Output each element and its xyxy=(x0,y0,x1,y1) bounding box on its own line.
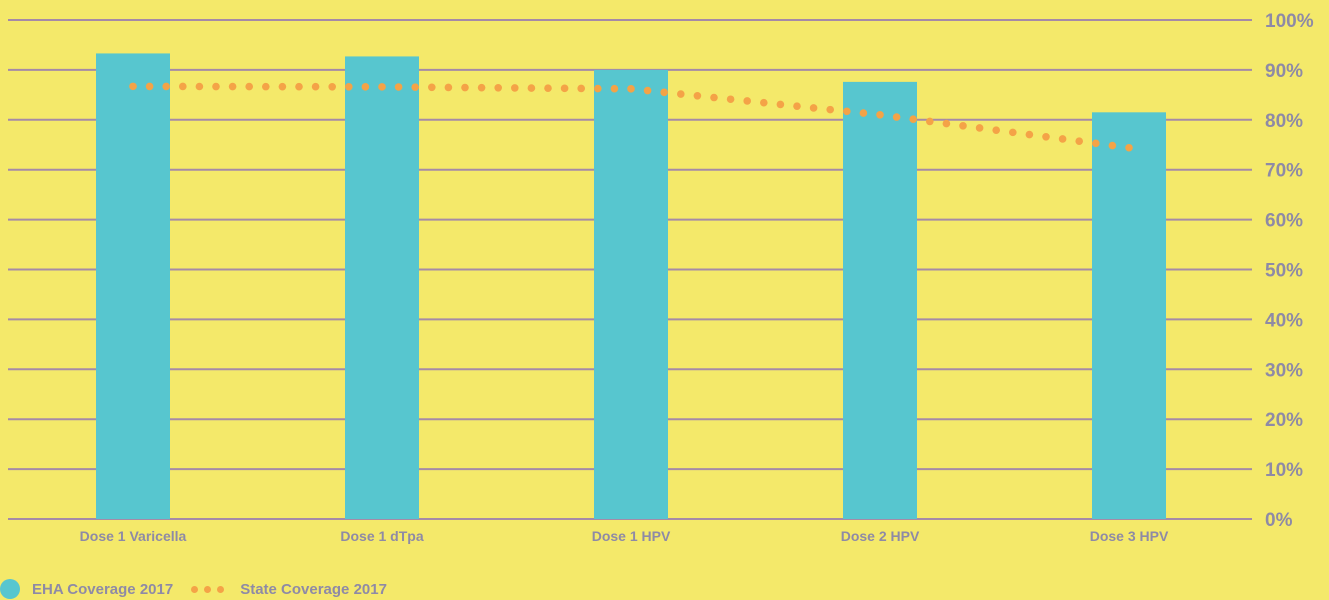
line-point xyxy=(262,82,270,91)
line-point xyxy=(228,82,237,91)
line-point xyxy=(245,82,253,91)
legend-dot xyxy=(217,585,225,593)
line-point xyxy=(477,83,486,92)
bar xyxy=(594,69,668,520)
line-point xyxy=(959,121,967,130)
bar xyxy=(345,56,419,519)
bar-series xyxy=(96,53,1166,520)
bar xyxy=(96,53,170,520)
line-point xyxy=(1125,143,1133,152)
line-point xyxy=(511,84,519,92)
legend-label-state: State Coverage 2017 xyxy=(240,580,387,598)
line-point xyxy=(992,126,1000,134)
line-point xyxy=(1025,130,1034,139)
line-point xyxy=(809,104,818,112)
y-tick-label: 50% xyxy=(1265,261,1303,282)
line-point xyxy=(527,84,536,92)
line-point xyxy=(677,90,685,98)
x-axis-ticks: Dose 1 Varicella Dose 1 dTpa Dose 1 HPV Dos… xyxy=(80,528,1169,544)
line-point xyxy=(361,83,370,91)
line-point xyxy=(1058,135,1067,143)
dotted-line-series xyxy=(129,82,1133,152)
line-point xyxy=(179,82,187,91)
legend-swatch-bar xyxy=(0,579,20,599)
line-point xyxy=(776,100,785,109)
line-point xyxy=(311,82,320,91)
y-tick-label: 70% xyxy=(1265,161,1303,182)
line-point xyxy=(394,83,403,91)
line-point xyxy=(145,82,154,91)
line-point xyxy=(793,102,801,110)
line-point xyxy=(328,82,337,91)
line-point xyxy=(461,83,469,92)
bar xyxy=(843,81,917,519)
line-point xyxy=(909,115,917,124)
y-tick-label: 30% xyxy=(1265,360,1303,381)
x-tick-label: Dose 3 HPV xyxy=(1090,528,1169,544)
line-point xyxy=(560,84,569,93)
x-tick-label: Dose 1 dTpa xyxy=(340,528,423,544)
y-tick-label: 100% xyxy=(1265,11,1314,32)
y-tick-label: 60% xyxy=(1265,211,1303,232)
line-point xyxy=(494,83,503,92)
y-tick-label: 90% xyxy=(1265,61,1303,82)
line-point xyxy=(610,84,619,93)
y-tick-label: 80% xyxy=(1265,111,1303,132)
line-point xyxy=(162,82,170,91)
y-tick-label: 0% xyxy=(1265,510,1293,531)
legend-item-state: State Coverage 2017 xyxy=(191,581,387,598)
line-point xyxy=(444,83,453,92)
legend-swatch-dots xyxy=(191,585,230,593)
line-point xyxy=(826,105,834,114)
line-point xyxy=(1009,128,1017,137)
line-point xyxy=(428,83,436,92)
legend-dot xyxy=(191,585,199,593)
line-point xyxy=(1042,132,1050,141)
line-point xyxy=(892,113,901,121)
line-point xyxy=(1075,137,1083,145)
line-point xyxy=(710,93,718,102)
line-point xyxy=(859,109,868,117)
line-point xyxy=(926,117,934,126)
line-point xyxy=(544,84,552,92)
line-point xyxy=(212,82,220,91)
legend-dot xyxy=(204,585,212,593)
y-tick-label: 10% xyxy=(1265,460,1303,481)
bar-line-chart: 0% 10% 20% 30% 40% 50% 60% 70% 80% 90% 100% Dose 1… xyxy=(8,11,1314,544)
legend-label-eha: EHA Coverage 2017 xyxy=(32,580,174,598)
line-point xyxy=(693,91,702,100)
line-point xyxy=(345,82,353,91)
line-point xyxy=(975,124,984,132)
x-tick-label: Dose 2 HPV xyxy=(841,528,920,544)
line-point xyxy=(1092,139,1100,148)
line-point xyxy=(760,98,768,107)
line-point xyxy=(577,84,585,93)
legend: EHA Coverage 2017 State Coverage 2017 xyxy=(0,578,405,600)
line-point xyxy=(942,119,951,128)
line-point xyxy=(627,85,635,93)
line-point xyxy=(660,88,668,97)
line-point xyxy=(843,107,851,116)
x-tick-label: Dose 1 Varicella xyxy=(80,528,187,544)
line-point xyxy=(743,97,751,105)
bar xyxy=(1092,112,1166,519)
y-axis-ticks: 0% 10% 20% 30% 40% 50% 60% 70% 80% 90% 100% xyxy=(1265,11,1314,531)
legend-item-eha: EHA Coverage 2017 xyxy=(0,579,173,599)
line-point xyxy=(295,82,303,91)
line-point xyxy=(1108,141,1117,150)
x-tick-label: Dose 1 HPV xyxy=(592,528,671,544)
line-point xyxy=(129,82,137,91)
y-tick-label: 20% xyxy=(1265,410,1303,431)
line-point xyxy=(876,111,884,119)
line-point xyxy=(378,83,386,91)
line-point xyxy=(594,84,602,93)
line-point xyxy=(726,95,735,104)
line-point xyxy=(643,86,652,95)
line-point xyxy=(411,83,420,91)
line-point xyxy=(195,82,204,91)
line-point xyxy=(278,82,287,91)
y-tick-label: 40% xyxy=(1265,310,1303,331)
